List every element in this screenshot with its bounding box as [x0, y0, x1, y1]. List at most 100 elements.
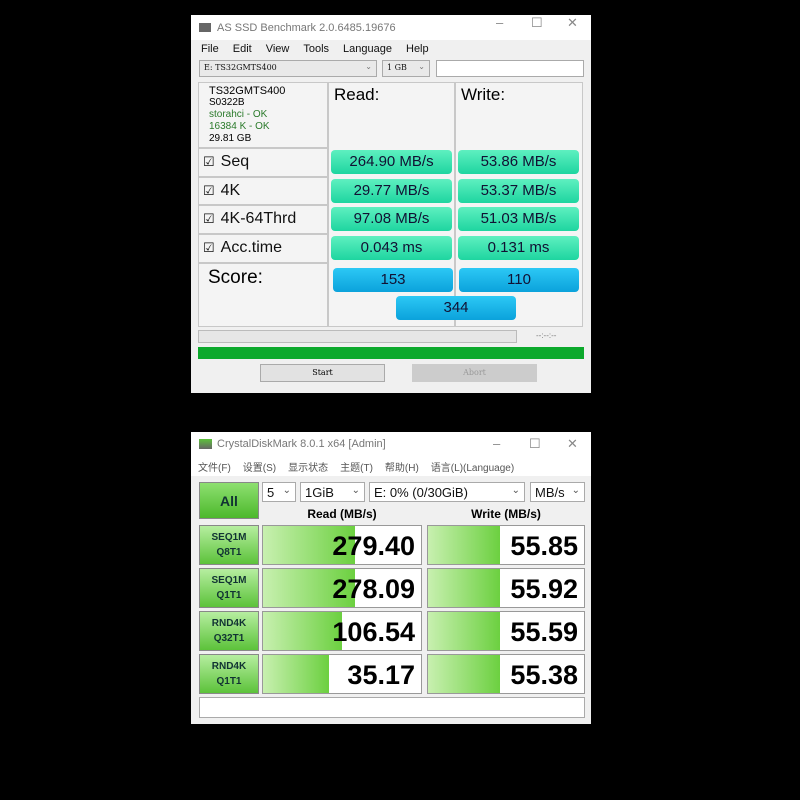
capacity: 29.81 GB — [209, 133, 252, 144]
read-header: Read: — [334, 85, 380, 104]
menu-settings[interactable]: 设置(S) — [242, 463, 277, 474]
all-button[interactable]: All — [199, 482, 259, 519]
chevron-down-icon: ⌄ — [282, 485, 291, 496]
read-header: Read (MB/s) — [307, 507, 377, 521]
count-select[interactable]: 5 ⌄ — [262, 482, 296, 502]
minimize-icon[interactable]: – — [493, 436, 501, 451]
row-4k: ☑ 4K — [198, 177, 328, 205]
test-button[interactable]: RND4K Q1T1 — [199, 654, 259, 694]
info-panel: TS32GMTS400 S0322B storahci - OK 16384 K… — [198, 82, 328, 148]
menu-language[interactable]: 语言(L)(Language) — [430, 463, 515, 474]
test-progress-bar — [198, 330, 517, 343]
drive-value: E: TS32GMTS400 — [204, 63, 277, 72]
menu-bar: File Edit View Tools Language Help — [191, 43, 591, 55]
menu-edit[interactable]: Edit — [232, 43, 252, 55]
all-label: All — [220, 493, 238, 509]
test-button[interactable]: SEQ1M Q1T1 — [199, 568, 259, 608]
checkbox-icon[interactable]: ☑ — [203, 183, 215, 198]
read-value: 279.40 — [332, 531, 415, 561]
close-icon[interactable]: ✕ — [567, 436, 578, 451]
seq-read: 264.90 MB/s — [331, 150, 452, 174]
as-ssd-window: AS SSD Benchmark 2.0.6485.19676 – ☐ ✕ Fi… — [191, 15, 591, 393]
read-fill — [263, 655, 330, 693]
abort-button[interactable]: Abort — [412, 364, 537, 382]
unit-value: MB/s — [535, 485, 565, 500]
size-select[interactable]: 1GiB ⌄ — [300, 482, 365, 502]
menu-help[interactable]: 帮助(H) — [384, 463, 419, 474]
window-title: CrystalDiskMark 8.0.1 x64 [Admin] — [217, 438, 386, 450]
menu-display[interactable]: 显示状态 — [288, 463, 329, 474]
alignment-status: 16384 K - OK — [209, 121, 270, 132]
menu-bar: 文件(F) 设置(S) 显示状态 主题(T) 帮助(H) 语言(L)(Langu… — [191, 459, 591, 474]
checkbox-icon[interactable]: ☑ — [203, 240, 215, 255]
test-button[interactable]: RND4K Q32T1 — [199, 611, 259, 651]
firmware: S0322B — [209, 97, 245, 108]
close-icon[interactable]: ✕ — [567, 15, 578, 30]
menu-file[interactable]: 文件(F) — [198, 463, 231, 474]
row-4k64: ☑ 4K-64Thrd — [198, 205, 328, 234]
test-name: SEQ1M — [211, 575, 247, 586]
status-bar — [199, 697, 585, 718]
text-field[interactable] — [436, 60, 584, 77]
acctime-write: 0.131 ms — [458, 236, 579, 260]
test-button[interactable]: SEQ1M Q8T1 — [199, 525, 259, 565]
drive-select[interactable]: E: 0% (0/30GiB) ⌄ — [369, 482, 525, 502]
acctime-read: 0.043 ms — [331, 236, 452, 260]
chevron-down-icon: ⌄ — [571, 485, 580, 496]
4k64-read: 97.08 MB/s — [331, 207, 452, 231]
write-header: Write (MB/s) — [471, 507, 541, 521]
write-result: 55.59 — [427, 611, 585, 651]
maximize-icon[interactable]: ☐ — [531, 15, 543, 30]
write-fill — [428, 569, 500, 607]
write-value: 55.38 — [510, 660, 578, 690]
score-write: 110 — [459, 268, 579, 292]
title-bar: CrystalDiskMark 8.0.1 x64 [Admin] – ☐ ✕ — [191, 432, 591, 456]
menu-theme[interactable]: 主题(T) — [340, 463, 373, 474]
menu-file[interactable]: File — [201, 43, 219, 55]
menu-language[interactable]: Language — [343, 43, 392, 55]
drive-value: E: 0% (0/30GiB) — [374, 485, 468, 500]
checkbox-icon[interactable]: ☑ — [203, 211, 215, 226]
write-value: 55.92 — [510, 574, 578, 604]
size-select[interactable]: 1 GB ⌄ — [382, 60, 430, 77]
menu-view[interactable]: View — [265, 43, 290, 55]
read-value: 106.54 — [332, 617, 415, 647]
test-name: RND4K — [211, 661, 247, 672]
maximize-icon[interactable]: ☐ — [529, 436, 541, 451]
write-fill — [428, 612, 500, 650]
write-result: 55.38 — [427, 654, 585, 694]
seq-write: 53.86 MB/s — [458, 150, 579, 174]
test-name: SEQ1M — [211, 532, 247, 543]
menu-tools[interactable]: Tools — [303, 43, 330, 55]
read-value: 35.17 — [347, 660, 415, 690]
elapsed-time: --:--:-- — [536, 331, 557, 340]
start-button[interactable]: Start — [260, 364, 385, 382]
test-name: RND4K — [211, 618, 247, 629]
4k64-write: 51.03 MB/s — [458, 207, 579, 231]
row-label: 4K-64Thrd — [220, 210, 297, 227]
test-params: Q1T1 — [216, 676, 242, 687]
test-params: Q1T1 — [216, 590, 242, 601]
score-total: 344 — [396, 296, 516, 320]
chevron-down-icon: ⌄ — [418, 62, 425, 71]
app-icon — [199, 23, 211, 32]
score-read: 153 — [333, 268, 453, 292]
drive-model: TS32GMTS400 — [209, 85, 286, 97]
unit-select[interactable]: MB/s ⌄ — [530, 482, 585, 502]
drive-select[interactable]: E: TS32GMTS400 ⌄ — [199, 60, 377, 77]
checkbox-icon[interactable]: ☑ — [203, 154, 215, 169]
row-label: Acc.time — [220, 239, 282, 256]
app-icon — [199, 439, 212, 449]
menu-help[interactable]: Help — [406, 43, 429, 55]
row-seq: ☑ Seq — [198, 148, 328, 177]
total-progress-bar — [198, 347, 584, 359]
4k-write: 53.37 MB/s — [458, 179, 579, 203]
write-fill — [428, 526, 500, 564]
minimize-icon[interactable]: – — [496, 15, 504, 30]
size-value: 1GiB — [305, 485, 334, 500]
window-title: AS SSD Benchmark 2.0.6485.19676 — [217, 21, 396, 34]
total-progress-fill — [198, 347, 584, 359]
write-value: 55.85 — [510, 531, 578, 561]
row-acctime: ☑ Acc.time — [198, 234, 328, 263]
read-fill — [263, 612, 342, 650]
